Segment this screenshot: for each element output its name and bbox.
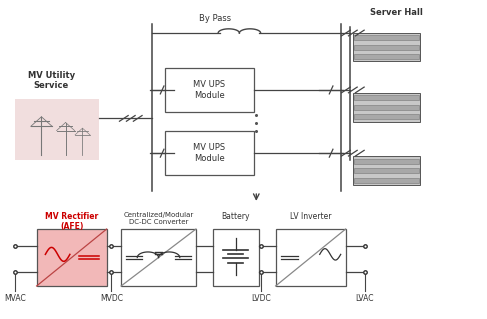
Bar xyxy=(355,178,419,182)
Text: LVAC: LVAC xyxy=(356,294,374,303)
Bar xyxy=(15,100,99,160)
Text: LV Inverter: LV Inverter xyxy=(290,212,331,221)
Bar xyxy=(355,95,419,100)
Bar xyxy=(355,114,419,119)
Bar xyxy=(121,229,196,286)
Bar xyxy=(353,93,420,122)
Bar xyxy=(355,168,419,173)
Text: Server Hall: Server Hall xyxy=(370,8,423,17)
Text: MV UPS
Module: MV UPS Module xyxy=(193,80,225,100)
Bar xyxy=(276,229,346,286)
Bar xyxy=(353,156,420,185)
Text: MVAC: MVAC xyxy=(4,294,26,303)
Text: Battery: Battery xyxy=(222,212,250,221)
Bar xyxy=(165,131,254,175)
Bar xyxy=(355,159,419,164)
Text: LVDC: LVDC xyxy=(251,294,271,303)
Text: MVDC: MVDC xyxy=(100,294,123,303)
Text: MV UPS
Module: MV UPS Module xyxy=(193,144,225,163)
Text: Centralized/Modular
DC-DC Converter: Centralized/Modular DC-DC Converter xyxy=(123,212,194,225)
Bar xyxy=(355,105,419,110)
Bar xyxy=(355,45,419,50)
Text: MV Rectifier
(AFE): MV Rectifier (AFE) xyxy=(45,212,98,231)
Text: MV Utility
Service: MV Utility Service xyxy=(28,71,75,90)
Bar xyxy=(213,229,259,286)
Bar xyxy=(355,35,419,40)
Bar xyxy=(355,54,419,59)
Text: By Pass: By Pass xyxy=(199,14,231,23)
Bar xyxy=(37,229,107,286)
Bar xyxy=(353,33,420,62)
Bar xyxy=(165,68,254,112)
